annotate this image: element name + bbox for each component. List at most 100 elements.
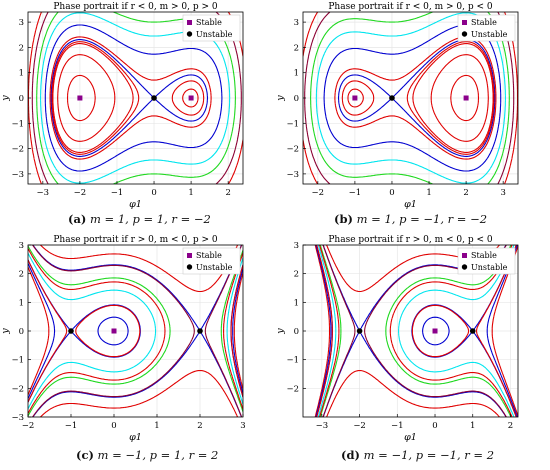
- phase-curve: [334, 36, 497, 160]
- caption-a-text: m = 1, p = 1, r = −2: [90, 212, 211, 226]
- y-tick-label: −1: [11, 356, 24, 366]
- unstable-point-marker: [389, 95, 395, 101]
- y-tick-label: 0: [19, 327, 24, 337]
- unstable-point-marker: [356, 328, 363, 334]
- legend-stable-label: Stable: [471, 18, 497, 27]
- x-tick-label: −2: [22, 421, 35, 431]
- stable-point-marker: [77, 95, 83, 101]
- legend-stable-icon: [187, 20, 192, 25]
- x-tick-label: 1: [470, 421, 475, 431]
- caption-d-text: m = −1, p = −1, r = 2: [363, 448, 495, 462]
- phase-curve: [318, 245, 513, 417]
- phase-curves: [303, 12, 518, 184]
- y-tick-label: −1: [11, 119, 24, 129]
- x-tick-label: 1: [426, 188, 431, 198]
- phase-curves: [314, 245, 518, 417]
- legend-unstable-label: Unstable: [471, 263, 508, 272]
- phase-curve: [50, 39, 209, 157]
- y-tick-label: 0: [19, 94, 24, 104]
- stable-point-marker: [188, 95, 194, 101]
- caption-c: (c) m = −1, p = 1, r = 2: [76, 448, 218, 462]
- chart-title: Phase portrait if r > 0, m < 0, p > 0: [53, 235, 217, 245]
- y-tick-label: 2: [294, 270, 299, 280]
- legend-unstable-icon: [461, 264, 468, 270]
- x-tick-label: 3: [500, 188, 505, 198]
- chart-title: Phase portrait if r > 0, m < 0, p < 0: [328, 235, 492, 245]
- legend: Stable Unstable: [457, 247, 516, 275]
- y-tick-label: 1: [294, 69, 299, 79]
- chart-a: −3 −2 −1 0 1 2 −3 −2 −1 0 1 2 3 Phase portrait if r <…: [0, 2, 244, 210]
- phase-curve: [66, 74, 96, 122]
- unstable-point-marker: [197, 328, 203, 334]
- legend-unstable-icon: [186, 264, 193, 270]
- unstable-point-marker: [68, 328, 74, 334]
- y-tick-label: 3: [19, 241, 24, 251]
- phase-curve: [40, 245, 239, 417]
- y-axis-label: y: [0, 95, 11, 102]
- y-tick-label: 0: [294, 94, 299, 104]
- panel-d: −3 −2 −1 0 1 2 −2 −1 0 1 2 3 Phase portrait if r > 0…: [275, 233, 550, 466]
- y-tick-label: −1: [286, 119, 299, 129]
- phase-curve: [52, 43, 199, 153]
- x-axis-label: φ1: [129, 199, 142, 210]
- y-tick-label: 3: [294, 241, 299, 251]
- caption-b-label: (b): [334, 212, 353, 226]
- stable-point-marker: [111, 328, 117, 334]
- panel-c: −2 −1 0 1 2 3 −3 −2 −1 0 1 2 3 Phase portrait if r > …: [0, 233, 275, 466]
- legend-stable-label: Stable: [196, 18, 222, 27]
- phase-curve: [49, 36, 212, 160]
- y-tick-label: 3: [19, 18, 24, 28]
- legend-box: [182, 14, 241, 42]
- y-tick-label: 3: [294, 18, 299, 28]
- unstable-point-marker: [469, 328, 476, 334]
- y-tick-label: −2: [286, 145, 299, 155]
- phase-curve: [341, 41, 495, 155]
- legend-stable-icon: [462, 20, 467, 25]
- legend: Stable Unstable: [457, 14, 516, 42]
- x-tick-label: −1: [391, 421, 404, 431]
- phase-curve: [347, 43, 494, 153]
- caption-c-label: (c): [76, 448, 94, 462]
- unstable-point-marker: [151, 95, 157, 101]
- legend-stable-label: Stable: [471, 251, 497, 260]
- y-tick-label: 1: [294, 298, 299, 308]
- caption-b: (b) m = 1, p = −1, r = −2: [334, 212, 487, 226]
- legend-stable-label: Stable: [196, 251, 222, 260]
- x-tick-label: 2: [225, 188, 230, 198]
- x-tick-label: −2: [353, 421, 366, 431]
- x-tick-label: −1: [65, 421, 78, 431]
- y-tick-label: 2: [19, 43, 24, 53]
- phase-curve: [337, 39, 496, 157]
- legend-unstable-icon: [461, 31, 468, 37]
- stable-point-marker: [432, 328, 438, 334]
- chart-b: −2 −1 0 1 2 3 −3 −2 −1 0 1 2 3 Phase portrait if r < …: [275, 2, 519, 210]
- phase-curves: [28, 12, 243, 184]
- caption-d: (d) m = −1, p = −1, r = 2: [341, 448, 494, 462]
- x-tick-label: −2: [74, 188, 87, 198]
- legend-box: [457, 247, 516, 275]
- x-tick-label: 0: [151, 188, 156, 198]
- phase-curve: [40, 12, 231, 184]
- y-tick-label: −1: [286, 356, 299, 366]
- y-tick-label: −2: [11, 384, 24, 394]
- y-axis-label: y: [0, 328, 11, 335]
- chart-d: −3 −2 −1 0 1 2 −2 −1 0 1 2 3 Phase portrait if r > 0…: [275, 235, 519, 443]
- legend-stable-icon: [187, 253, 192, 258]
- y-axis-label: y: [275, 95, 286, 102]
- phase-curve: [450, 74, 480, 122]
- legend-box: [457, 14, 516, 42]
- x-tick-label: −1: [111, 188, 124, 198]
- panel-b: −2 −1 0 1 2 3 −3 −2 −1 0 1 2 3 Phase portrait if r < …: [275, 0, 550, 233]
- x-tick-label: −1: [349, 188, 362, 198]
- caption-b-text: m = 1, p = −1, r = −2: [356, 212, 488, 226]
- stable-point-marker: [463, 95, 469, 101]
- x-tick-label: 2: [463, 188, 468, 198]
- x-tick-label: 1: [154, 421, 159, 431]
- caption-d-label: (d): [341, 448, 360, 462]
- y-tick-label: 2: [294, 43, 299, 53]
- x-axis-label: φ1: [404, 432, 417, 443]
- y-tick-label: −2: [286, 384, 299, 394]
- chart-title: Phase portrait if r < 0, m > 0, p < 0: [328, 2, 492, 12]
- x-tick-label: −3: [316, 421, 329, 431]
